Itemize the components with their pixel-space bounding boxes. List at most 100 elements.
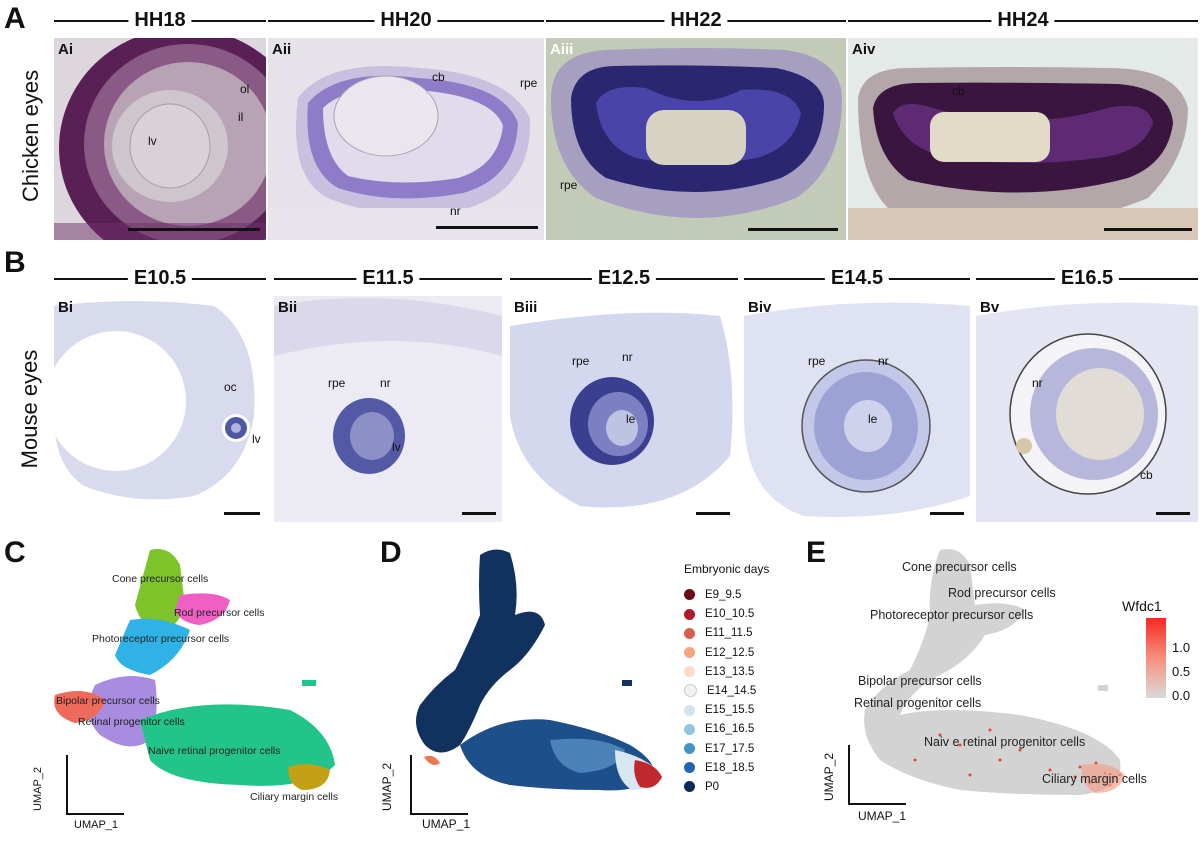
subpanel-bi: Bi: [58, 299, 73, 316]
legend-item: E18_18.5: [684, 761, 754, 775]
colorbar-title: Wfdc1: [1122, 598, 1162, 614]
axis-line-x: [410, 813, 468, 815]
umap-d: UMAP_1 UMAP_2: [380, 545, 670, 831]
label-rpe: rpe: [520, 76, 538, 90]
micrograph-bii: Bii rpe nr lv: [274, 296, 502, 522]
scale-bar: [930, 512, 964, 515]
stage-hh20: HH20: [268, 10, 544, 30]
cluster-label-bipolar: Bipolar precursor cells: [56, 695, 160, 707]
scale-bar: [224, 512, 260, 515]
legend-label: E9_9.5: [705, 589, 742, 601]
cluster-label-naive: Naive retinal progenitor cells: [148, 745, 281, 757]
cluster-label-cone: Cone precursor cells: [902, 560, 1017, 574]
label-cb: cb: [1140, 468, 1153, 482]
umap-e: Cone precursor cells Rod precursor cells…: [820, 545, 1190, 835]
legend-swatch: [684, 684, 697, 698]
legend-label: E13_13.5: [705, 665, 755, 678]
legend-swatch: [684, 589, 695, 601]
micrograph-biii: Biii rpe nr le: [510, 296, 738, 522]
scale-bar: [462, 512, 496, 515]
micrograph-aiii: Aiii rpe: [546, 38, 846, 240]
subpanel-aii: Aii: [272, 41, 292, 58]
panel-letter-d: D: [380, 536, 402, 569]
legend-swatch: [684, 704, 695, 716]
legend-label: E18_18.5: [705, 761, 755, 774]
legend-item: E10_10.5: [684, 607, 754, 621]
stage-e165: E16.5: [976, 268, 1198, 288]
micrograph-biv: Biv rpe nr le: [744, 296, 970, 522]
stage-hh22: HH22: [546, 10, 846, 30]
label-nr: nr: [1032, 376, 1043, 390]
cluster-label-bipolar: Bipolar precursor cells: [858, 674, 982, 688]
stage-e105: E10.5: [54, 268, 266, 288]
cluster-label-ciliary: Ciliary margin cells: [1042, 772, 1147, 786]
legend-label: E11_11.5: [705, 627, 753, 640]
subpanel-bii: Bii: [278, 299, 298, 316]
colorbar-tick: 1.0: [1172, 640, 1191, 655]
axis-label-x: UMAP_1: [74, 819, 119, 831]
legend-item: E9_9.5: [684, 588, 741, 602]
label-le: le: [868, 412, 878, 426]
cluster-label-ciliary: Ciliary margin cells: [250, 791, 339, 803]
legend-label: P0: [705, 781, 720, 793]
legend-swatch: [684, 743, 695, 755]
legend-swatch: [684, 608, 695, 620]
panel-letter-b: B: [4, 246, 26, 279]
scale-bar: [1156, 512, 1190, 515]
micrograph-aii: Aii cb rpe nr: [268, 38, 544, 240]
micrograph-aiv: Aiv cb: [848, 38, 1198, 240]
label-nr: nr: [380, 376, 391, 390]
umap-c: Cone precursor cells Rod precursor cells…: [32, 545, 360, 831]
legend-item: E17_17.5: [684, 742, 754, 756]
legend-label: E10_10.5: [705, 608, 755, 621]
label-rpe: rpe: [328, 376, 346, 390]
legend-item: E14_14.5: [684, 684, 756, 698]
axis-line-x: [848, 803, 906, 805]
scale-bar: [128, 228, 260, 231]
row-a-side-label: Chicken eyes: [18, 69, 43, 202]
subpanel-bv: Bv: [980, 299, 1000, 316]
legend-label: E15_15.5: [705, 704, 755, 717]
cluster-label-retinal: Retinal progenitor cells: [854, 696, 982, 710]
legend-swatch: [684, 723, 695, 735]
stage-e125: E12.5: [510, 268, 738, 288]
cluster-label-naive: Naiv e retinal progenitor cells: [924, 735, 1086, 749]
scale-bar: [436, 226, 538, 229]
panel-letter-a: A: [4, 2, 26, 35]
axis-line-x: [66, 813, 124, 815]
scale-bar: [696, 512, 730, 515]
label-nr: nr: [878, 354, 889, 368]
label-cb: cb: [432, 70, 445, 84]
micrograph-ai: Ai ol il lv: [54, 38, 266, 240]
axis-label-y: UMAP_2: [380, 762, 394, 811]
legend-label: E14_14.5: [707, 685, 757, 697]
label-rpe: rpe: [572, 354, 590, 368]
legend-title: Embryonic days: [684, 562, 770, 576]
row-b-side-label: Mouse eyes: [17, 349, 42, 469]
axis-label-x: UMAP_1: [858, 809, 907, 823]
axis-label-x: UMAP_1: [422, 817, 471, 831]
cluster-label-rod: Rod precursor cells: [948, 586, 1056, 600]
label-lv: lv: [252, 432, 261, 446]
subpanel-biii: Biii: [514, 299, 538, 316]
scale-bar: [1104, 228, 1192, 231]
legend-item: E15_15.5: [684, 703, 754, 717]
axis-line-y: [410, 755, 412, 815]
micrograph-bi: Bi oc lv: [54, 296, 266, 522]
panel-letter-e: E: [806, 536, 827, 569]
legend-swatch: [684, 647, 695, 659]
legend-swatch: [684, 666, 695, 678]
scale-bar: [748, 228, 838, 231]
label-rpe: rpe: [560, 178, 578, 192]
label-lv: lv: [148, 134, 157, 148]
legend-swatch: [684, 781, 695, 793]
legend-item: E12_12.5: [684, 646, 754, 660]
legend-item: E16_16.5: [684, 722, 754, 736]
legend-label: E16_16.5: [705, 723, 755, 736]
legend-swatch: [684, 762, 695, 774]
axis-line-y: [66, 755, 68, 815]
stage-hh24: HH24: [848, 10, 1198, 30]
label-oc: oc: [224, 380, 237, 394]
colorbar-tick: 0.5: [1172, 664, 1191, 679]
axis-label-y: UMAP_2: [32, 766, 44, 811]
